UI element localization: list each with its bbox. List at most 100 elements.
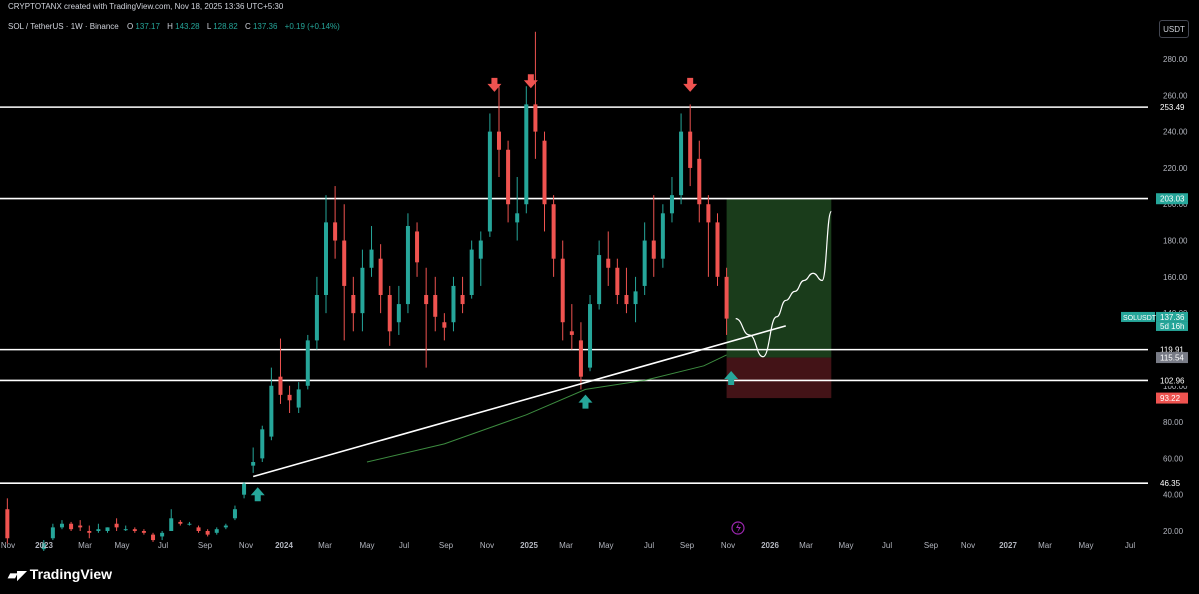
x-tick-label: Nov (1, 541, 15, 550)
candle-body (588, 304, 593, 368)
candle-body (706, 204, 711, 223)
y-tick-label: 280.00 (1163, 55, 1188, 64)
candle-body (515, 213, 520, 223)
candle (87, 525, 92, 539)
y-tick-label: 200.00 (1163, 200, 1188, 209)
price-axis: 20.0040.0060.0080.00100.00120.00140.0016… (1121, 55, 1188, 536)
candle (360, 249, 365, 332)
candle-body (369, 249, 374, 268)
currency-button[interactable]: USDT (1159, 20, 1189, 38)
y-tick-label: 100.00 (1163, 382, 1188, 391)
x-tick-label: Mar (1038, 541, 1052, 550)
candle-body (496, 131, 501, 150)
level-price-tag: 46.35 (1160, 479, 1181, 488)
up-arrow-icon (724, 371, 739, 386)
candle-body (278, 376, 283, 395)
candle-body (415, 231, 420, 263)
candle (724, 267, 729, 335)
candle (424, 267, 429, 368)
candle (606, 231, 611, 286)
candle (542, 131, 547, 232)
candle (333, 186, 338, 259)
candle-body (524, 104, 529, 205)
brand-text: TradingView (29, 566, 113, 582)
x-tick-label: Mar (559, 541, 573, 550)
current-price-countdown: 5d 16h (1160, 322, 1184, 331)
x-tick-label: 2025 (520, 541, 538, 550)
candle (469, 240, 474, 299)
x-tick-label: Sep (680, 541, 695, 550)
x-tick-label: Sep (439, 541, 454, 550)
y-tick-label: 20.00 (1163, 527, 1184, 536)
legend-symbol: SOL / TetherUS · 1W · Binance (8, 22, 119, 31)
candle (342, 204, 347, 341)
candle (369, 226, 374, 277)
candle-body (560, 258, 565, 323)
candle (324, 195, 329, 314)
candle (260, 425, 265, 463)
y-tick-label: 220.00 (1163, 164, 1188, 173)
countdown-bg (1156, 321, 1188, 331)
candle-body (606, 258, 611, 268)
projection-path (735, 210, 832, 358)
svg-text:SOL / TetherUS · 1W · Binance: SOL / TetherUS · 1W · Binance O 137.17 H… (8, 22, 340, 31)
x-tick-label: Nov (480, 541, 494, 550)
level-price-tag: 253.49 (1160, 103, 1185, 112)
candle-body (324, 222, 329, 295)
candle-body (242, 483, 247, 495)
tradingview-logo-icon: ▰◤ (8, 568, 30, 582)
x-tick-label: Mar (78, 541, 92, 550)
candle-body (651, 240, 656, 259)
candle (214, 527, 219, 535)
candle (679, 113, 684, 205)
candle-body (633, 291, 638, 305)
candle (615, 258, 620, 305)
level-price-tag-bg (1156, 477, 1188, 489)
x-tick-label: May (359, 541, 374, 550)
x-tick-label: Nov (239, 541, 253, 550)
low-value: 128.82 (213, 22, 238, 31)
down-arrow-icon (487, 77, 502, 92)
candle (178, 520, 183, 526)
candle (287, 385, 292, 413)
candle-body (460, 295, 465, 305)
candle-body (132, 529, 137, 531)
horizontal-levels (0, 106, 1148, 484)
close-label: C (245, 22, 251, 31)
up-arrow-icon (250, 487, 265, 502)
candle-body (679, 131, 684, 196)
candle-body (50, 527, 55, 539)
x-tick-label: May (1078, 541, 1093, 550)
candle (169, 509, 174, 531)
candle (651, 195, 656, 277)
target-price-tag-bg (1156, 193, 1188, 205)
x-tick-label: Jul (882, 541, 892, 550)
candle (378, 244, 383, 314)
flash-icon-circle (731, 521, 745, 535)
close-value: 137.36 (253, 22, 278, 31)
candle (396, 285, 401, 335)
profit-zone (726, 198, 832, 358)
candle-body (196, 527, 201, 531)
candle-body (396, 304, 401, 323)
symbol-tag-bg (1121, 311, 1155, 322)
candle-body (378, 258, 383, 295)
candle-body (442, 322, 447, 328)
candle (487, 113, 492, 237)
trendline (252, 325, 786, 478)
candle (515, 177, 520, 241)
x-tick-label: Jul (399, 541, 409, 550)
level-price-tag-bg (1156, 344, 1188, 356)
candle (706, 195, 711, 277)
candle (278, 338, 283, 404)
change-value: +0.19 (+0.14%) (285, 22, 340, 31)
candle-body (223, 525, 228, 528)
x-tick-label: Sep (924, 541, 939, 550)
moving-average-line (366, 354, 727, 463)
x-tick-label: May (598, 541, 613, 550)
x-tick-label: May (114, 541, 129, 550)
candle (597, 240, 602, 310)
candle (242, 481, 247, 499)
candle (69, 521, 74, 531)
